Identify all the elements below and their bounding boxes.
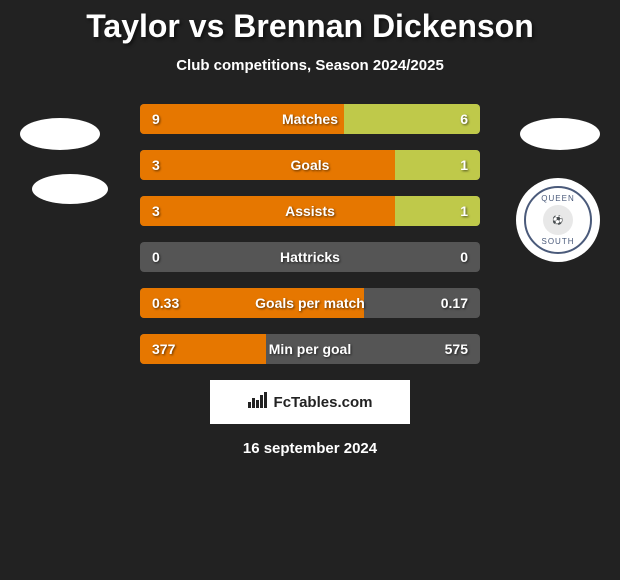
stat-value-right: 575 — [445, 341, 468, 357]
stat-value-left: 3 — [152, 203, 160, 219]
chart-icon — [248, 392, 268, 413]
stat-row-mpg: 377 Min per goal 575 — [140, 334, 480, 364]
stat-row-assists: 3 Assists 1 — [140, 196, 480, 226]
stat-label: Matches — [282, 111, 338, 127]
stats-container: 9 Matches 6 3 Goals 1 3 Assists 1 0 Hatt… — [140, 104, 480, 364]
stat-row-hattricks: 0 Hattricks 0 — [140, 242, 480, 272]
page-title: Taylor vs Brennan Dickenson — [0, 0, 620, 45]
stat-value-left: 9 — [152, 111, 160, 127]
stat-value-right: 6 — [460, 111, 468, 127]
stat-value-left: 0.33 — [152, 295, 179, 311]
stat-value-left: 3 — [152, 157, 160, 173]
footer-brand-text: FcTables.com — [274, 394, 373, 411]
badge-text-bottom: SOUTH — [542, 237, 575, 246]
stat-bar-left — [140, 150, 395, 180]
team-left-badge — [32, 174, 108, 204]
stat-row-matches: 9 Matches 6 — [140, 104, 480, 134]
footer-brand-badge: FcTables.com — [210, 380, 410, 424]
stat-value-left: 377 — [152, 341, 175, 357]
stat-value-right: 1 — [460, 203, 468, 219]
stat-label: Assists — [285, 203, 335, 219]
date-text: 16 september 2024 — [0, 440, 620, 457]
stat-value-right: 0.17 — [441, 295, 468, 311]
stat-label: Goals — [291, 157, 330, 173]
stat-row-goals: 3 Goals 1 — [140, 150, 480, 180]
subtitle: Club competitions, Season 2024/2025 — [0, 57, 620, 74]
badge-center-icon: ⚽ — [543, 205, 573, 235]
stat-label: Min per goal — [269, 341, 351, 357]
team-right-badge: QUEEN ⚽ SOUTH — [516, 178, 600, 262]
stat-label: Goals per match — [255, 295, 365, 311]
stat-label: Hattricks — [280, 249, 340, 265]
team-right-badge-inner: QUEEN ⚽ SOUTH — [524, 186, 592, 254]
badge-text-top: QUEEN — [541, 194, 574, 203]
stat-value-left: 0 — [152, 249, 160, 265]
stat-value-right: 1 — [460, 157, 468, 173]
player-left-avatar — [20, 118, 100, 150]
stat-bar-left — [140, 196, 395, 226]
player-right-avatar — [520, 118, 600, 150]
stat-row-gpm: 0.33 Goals per match 0.17 — [140, 288, 480, 318]
stat-value-right: 0 — [460, 249, 468, 265]
